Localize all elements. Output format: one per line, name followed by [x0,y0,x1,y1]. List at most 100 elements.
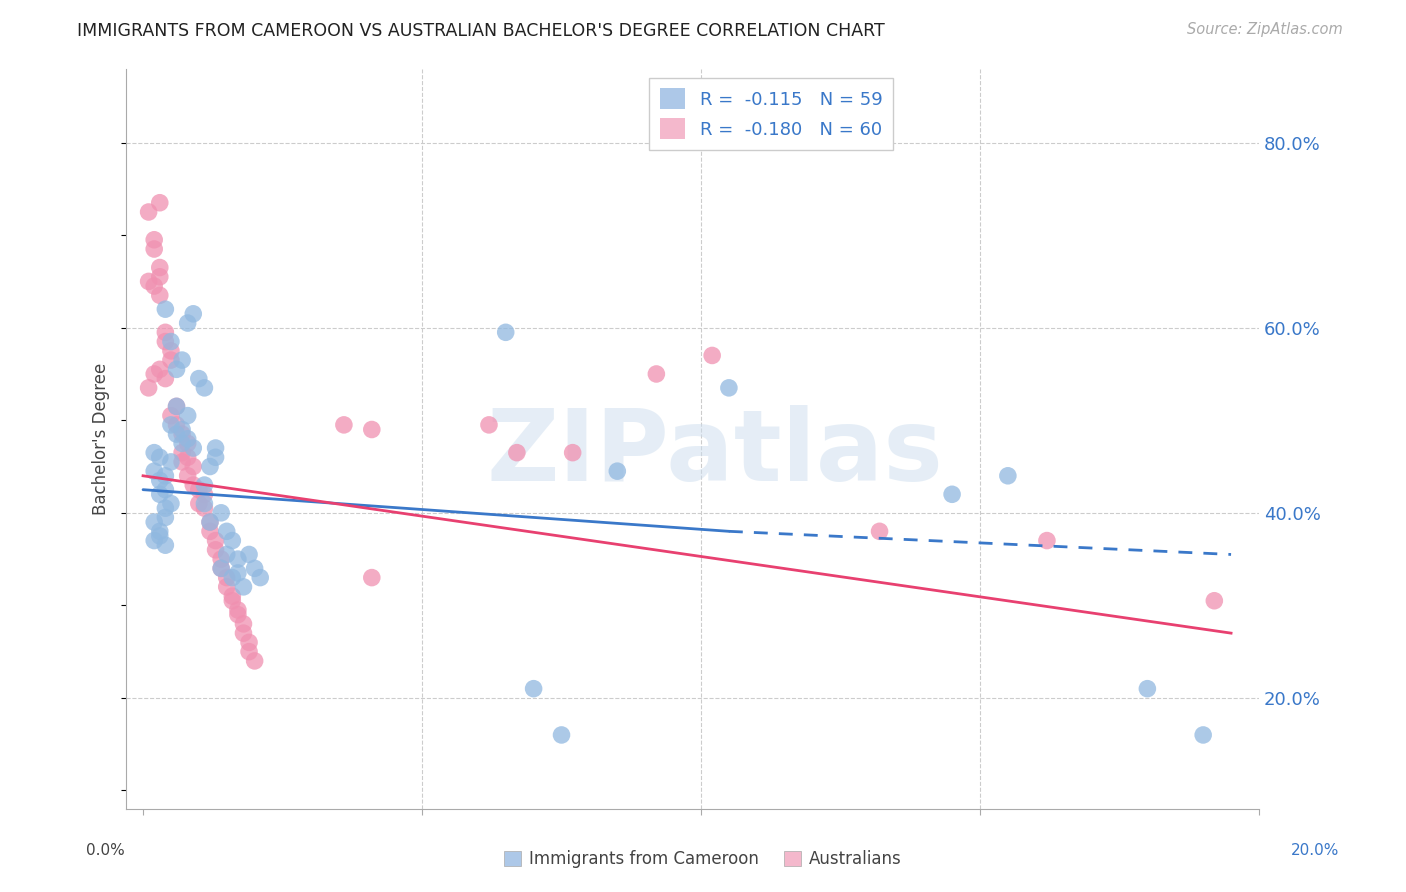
Point [702,348,724,362]
Point [506,445,529,459]
Point [243,654,266,668]
Point [495,326,517,340]
Point [187,497,209,511]
Point [204,450,226,465]
Point [523,681,546,696]
Point [155,468,177,483]
Point [187,483,209,497]
Point [166,362,188,376]
Point [869,524,891,539]
Point [176,409,198,423]
Point [181,459,204,474]
Point [209,552,232,566]
Point [160,343,183,358]
Point [221,593,243,607]
Point [149,450,172,465]
Point [232,626,254,640]
Point [160,353,183,368]
Point [193,487,215,501]
Point [143,367,166,381]
Text: Source: ZipAtlas.com: Source: ZipAtlas.com [1187,22,1343,37]
Legend: R =  -0.115   N = 59, R =  -0.180   N = 60: R = -0.115 N = 59, R = -0.180 N = 60 [650,78,893,150]
Point [149,529,172,543]
Point [149,269,172,284]
Point [166,417,188,432]
Point [149,474,172,488]
Point [193,381,215,395]
Point [176,450,198,465]
Point [172,427,194,442]
Point [717,381,740,395]
Point [176,432,198,446]
Point [232,616,254,631]
Point [221,589,243,603]
Point [176,436,198,450]
Point [204,533,226,548]
Point [226,566,249,580]
Point [645,367,668,381]
Point [198,515,221,529]
Point [198,515,221,529]
Point [155,371,177,385]
Point [221,571,243,585]
Point [172,353,194,368]
Point [1192,728,1215,742]
Point [166,427,188,442]
Point [143,464,166,478]
Point [172,445,194,459]
Point [360,571,382,585]
Point [1204,593,1226,607]
Point [215,571,238,585]
Point [166,400,188,414]
Point [249,571,271,585]
Point [176,468,198,483]
Text: ZIPatlas: ZIPatlas [486,405,943,502]
Point [226,607,249,622]
Point [215,524,238,539]
Point [478,417,501,432]
Point [176,316,198,330]
Point [143,242,166,256]
Point [155,326,177,340]
Y-axis label: Bachelor's Degree: Bachelor's Degree [93,363,110,515]
Point [941,487,963,501]
Point [172,423,194,437]
Point [149,362,172,376]
Point [166,400,188,414]
Point [149,260,172,275]
Point [232,580,254,594]
Point [204,542,226,557]
Legend: Immigrants from Cameroon, Australians: Immigrants from Cameroon, Australians [498,844,908,875]
Point [160,455,183,469]
Point [172,455,194,469]
Point [160,409,183,423]
Point [193,501,215,516]
Point [209,506,232,520]
Point [181,307,204,321]
Point [138,205,160,219]
Point [198,459,221,474]
Point [333,417,356,432]
Point [226,603,249,617]
Point [209,561,232,575]
Point [238,635,260,649]
Point [215,548,238,562]
Point [149,487,172,501]
Point [155,483,177,497]
Point [155,334,177,349]
Point [238,645,260,659]
Point [160,334,183,349]
Point [209,561,232,575]
Point [143,279,166,293]
Point [138,381,160,395]
Point [204,441,226,455]
Point [149,288,172,302]
Text: IMMIGRANTS FROM CAMEROON VS AUSTRALIAN BACHELOR'S DEGREE CORRELATION CHART: IMMIGRANTS FROM CAMEROON VS AUSTRALIAN B… [77,22,886,40]
Point [160,417,183,432]
Point [160,497,183,511]
Point [155,510,177,524]
Point [360,423,382,437]
Point [138,274,160,288]
Point [187,371,209,385]
Point [1036,533,1059,548]
